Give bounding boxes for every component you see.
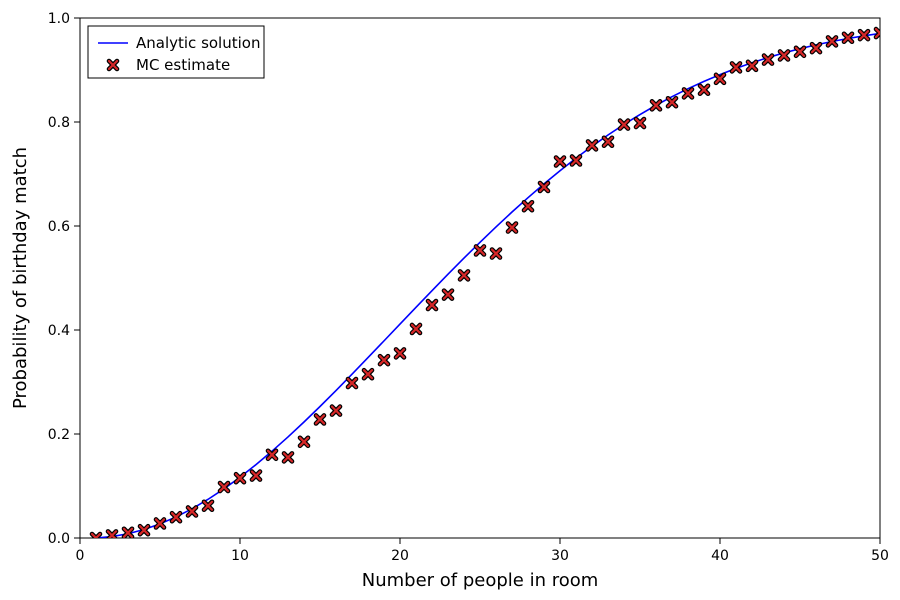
mc-marker bbox=[428, 301, 436, 309]
y-tick-label: 0.0 bbox=[48, 531, 70, 547]
y-tick-label: 0.8 bbox=[48, 115, 70, 131]
mc-marker bbox=[140, 526, 148, 534]
mc-marker bbox=[492, 250, 500, 258]
x-tick-label: 20 bbox=[391, 548, 409, 564]
mc-marker bbox=[284, 453, 292, 461]
mc-marker bbox=[252, 472, 260, 480]
legend-marker-sample bbox=[109, 61, 117, 69]
legend-label-mc: MC estimate bbox=[136, 56, 230, 74]
legend: Analytic solution MC estimate bbox=[88, 26, 264, 78]
y-tick-label: 0.4 bbox=[48, 323, 70, 339]
y-tick-label: 0.6 bbox=[48, 219, 70, 235]
mc-marker bbox=[860, 31, 868, 39]
mc-marker bbox=[604, 138, 612, 146]
mc-marker bbox=[812, 44, 820, 52]
birthday-chart: 0 10 20 30 40 50 0.0 0.2 0.4 0.6 0.8 1.0 Number of p… bbox=[0, 0, 900, 600]
mc-marker bbox=[716, 75, 724, 83]
mc-marker bbox=[764, 56, 772, 64]
x-tick-label: 50 bbox=[871, 548, 889, 564]
mc-marker bbox=[156, 519, 164, 527]
x-axis-label: Number of people in room bbox=[362, 570, 599, 591]
mc-marker bbox=[652, 101, 660, 109]
mc-marker bbox=[796, 48, 804, 56]
mc-marker bbox=[668, 98, 676, 106]
mc-marker bbox=[620, 121, 628, 129]
mc-marker bbox=[636, 119, 644, 127]
mc-marker bbox=[236, 474, 244, 482]
mc-marker bbox=[348, 379, 356, 387]
y-axis-label: Probability of birthday match bbox=[10, 147, 31, 409]
mc-marker bbox=[188, 507, 196, 515]
mc-marker bbox=[124, 529, 132, 537]
mc-marker bbox=[780, 51, 788, 59]
mc-marker bbox=[412, 325, 420, 333]
mc-marker bbox=[508, 224, 516, 232]
mc-marker bbox=[268, 451, 276, 459]
mc-marker bbox=[396, 349, 404, 357]
mc-marker bbox=[460, 271, 468, 279]
x-tick-label: 40 bbox=[711, 548, 729, 564]
x-tick-label: 10 bbox=[231, 548, 249, 564]
mc-marker bbox=[364, 370, 372, 378]
mc-marker bbox=[444, 291, 452, 299]
mc-marker bbox=[556, 158, 564, 166]
mc-marker bbox=[316, 415, 324, 423]
y-tick-label: 1.0 bbox=[48, 11, 70, 27]
mc-marker bbox=[476, 246, 484, 254]
mc-marker bbox=[588, 141, 596, 149]
chart-container: 0 10 20 30 40 50 0.0 0.2 0.4 0.6 0.8 1.0 Number of p… bbox=[0, 0, 900, 600]
mc-marker bbox=[220, 483, 228, 491]
mc-marker bbox=[700, 86, 708, 94]
mc-marker bbox=[748, 62, 756, 70]
legend-label-analytic: Analytic solution bbox=[136, 34, 260, 52]
mc-marker bbox=[732, 63, 740, 71]
mc-marker bbox=[540, 183, 548, 191]
mc-marker bbox=[172, 513, 180, 521]
x-tick-label: 30 bbox=[551, 548, 569, 564]
mc-marker bbox=[572, 156, 580, 164]
mc-marker bbox=[828, 37, 836, 45]
mc-marker bbox=[844, 34, 852, 42]
mc-marker bbox=[524, 202, 532, 210]
mc-marker bbox=[380, 356, 388, 364]
mc-marker bbox=[204, 502, 212, 510]
mc-marker bbox=[332, 407, 340, 415]
x-tick-label: 0 bbox=[76, 548, 85, 564]
y-tick-label: 0.2 bbox=[48, 427, 70, 443]
mc-marker bbox=[300, 438, 308, 446]
chart-bg bbox=[0, 0, 900, 600]
mc-marker bbox=[684, 89, 692, 97]
